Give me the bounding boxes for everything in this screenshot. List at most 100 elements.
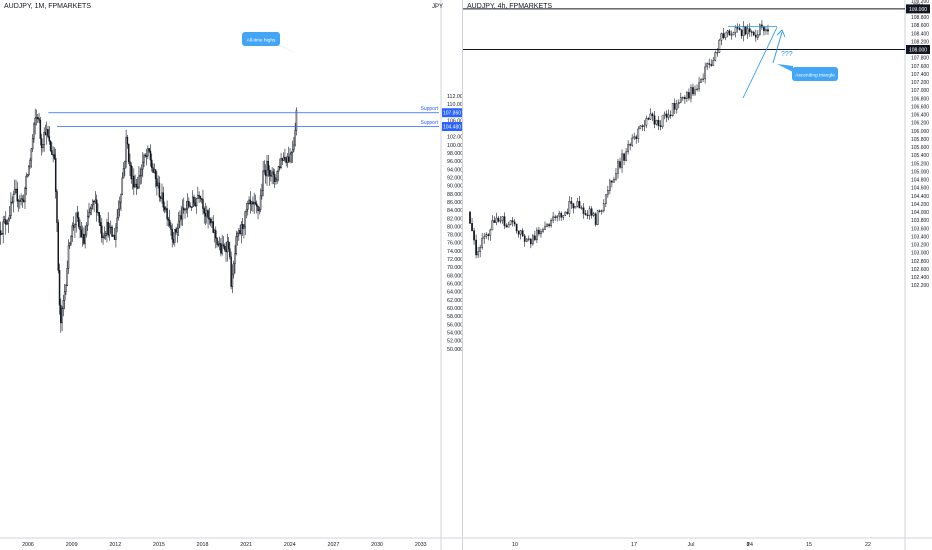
monthly-candle[interactable]	[209, 219, 212, 224]
monthly-candle[interactable]	[5, 219, 7, 225]
four-hour-candle[interactable]	[688, 92, 690, 99]
monthly-candle[interactable]	[193, 196, 195, 203]
four-hour-candle[interactable]	[493, 220, 496, 223]
monthly-candle[interactable]	[13, 189, 16, 195]
four-hour-candle[interactable]	[588, 208, 591, 216]
monthly-candle[interactable]	[211, 221, 213, 224]
monthly-candle[interactable]	[22, 199, 25, 203]
monthly-candle[interactable]	[28, 165, 30, 176]
monthly-candle[interactable]	[42, 144, 44, 149]
four-hour-candle[interactable]	[700, 78, 702, 83]
four-hour-candle[interactable]	[712, 60, 715, 66]
monthly-candle[interactable]	[130, 165, 133, 180]
monthly-candle[interactable]	[279, 166, 281, 168]
monthly-candle[interactable]	[213, 230, 216, 233]
monthly-candle[interactable]	[15, 188, 17, 191]
four-hour-candle[interactable]	[544, 226, 546, 230]
monthly-candle[interactable]	[1, 233, 3, 235]
ascending-triangle-callout[interactable]	[792, 67, 838, 81]
four-hour-candle[interactable]	[560, 212, 563, 218]
four-hour-candle[interactable]	[690, 87, 692, 99]
monthly-candle[interactable]	[171, 229, 173, 240]
four-hour-candle[interactable]	[475, 239, 477, 256]
monthly-candle[interactable]	[136, 186, 139, 189]
monthly-candle[interactable]	[207, 210, 209, 219]
monthly-candle[interactable]	[174, 229, 176, 243]
monthly-candle[interactable]	[282, 156, 285, 161]
monthly-candle[interactable]	[293, 144, 295, 151]
monthly-candle[interactable]	[112, 235, 115, 237]
monthly-candle[interactable]	[107, 222, 109, 236]
monthly-candle[interactable]	[235, 236, 238, 254]
monthly-candle[interactable]	[249, 199, 252, 205]
monthly-candle[interactable]	[57, 222, 60, 271]
monthly-candle[interactable]	[230, 256, 232, 287]
four-hour-candle[interactable]	[487, 234, 490, 236]
monthly-candle[interactable]	[226, 241, 229, 253]
four-hour-candle[interactable]	[527, 238, 530, 240]
monthly-candle[interactable]	[81, 233, 84, 238]
monthly-candle[interactable]	[280, 158, 282, 168]
monthly-candle[interactable]	[184, 209, 186, 211]
monthly-chart-svg[interactable]: 112.000110.000108.000106.000104.000102.0…	[0, 0, 462, 550]
monthly-candle[interactable]	[39, 119, 42, 139]
monthly-candle[interactable]	[248, 199, 250, 204]
four-hour-candle[interactable]	[651, 113, 654, 117]
monthly-candle[interactable]	[30, 148, 33, 161]
four-hour-candle[interactable]	[696, 88, 698, 91]
four-hour-candle[interactable]	[572, 203, 575, 209]
monthly-candle[interactable]	[12, 193, 15, 203]
monthly-candle[interactable]	[108, 226, 111, 236]
four-hour-candle[interactable]	[609, 180, 611, 191]
monthly-candle[interactable]	[206, 210, 208, 217]
monthly-candle[interactable]	[79, 226, 81, 231]
four-hour-candle[interactable]	[724, 32, 727, 39]
monthly-candle[interactable]	[85, 225, 88, 236]
four-hour-candle[interactable]	[734, 27, 737, 33]
four-hour-candle[interactable]	[710, 64, 713, 66]
monthly-candle[interactable]	[144, 154, 147, 157]
monthly-candle[interactable]	[159, 196, 162, 199]
monthly-candle[interactable]	[271, 171, 273, 177]
four-hour-candle[interactable]	[736, 27, 739, 29]
four-hour-candle[interactable]	[763, 26, 765, 32]
monthly-candle[interactable]	[220, 243, 222, 254]
four-hour-candle[interactable]	[759, 24, 761, 35]
four-hour-candle[interactable]	[515, 223, 518, 232]
monthly-candle[interactable]	[131, 175, 134, 180]
four-hour-candle[interactable]	[748, 28, 751, 33]
four-hour-candle[interactable]	[519, 230, 522, 235]
four-hour-candle[interactable]	[752, 31, 755, 36]
monthly-candle[interactable]	[288, 156, 290, 162]
monthly-candle[interactable]	[176, 227, 179, 233]
monthly-candle[interactable]	[273, 174, 276, 182]
monthly-candle[interactable]	[35, 117, 38, 119]
monthly-candle[interactable]	[54, 158, 57, 192]
four-hour-candle[interactable]	[692, 87, 694, 95]
monthly-candle[interactable]	[111, 226, 113, 237]
four-hour-candle[interactable]	[684, 97, 686, 100]
monthly-candle[interactable]	[194, 202, 197, 207]
four-hour-candle[interactable]	[663, 113, 666, 116]
monthly-candle[interactable]	[275, 179, 277, 182]
monthly-candle[interactable]	[270, 175, 272, 177]
monthly-candle[interactable]	[122, 168, 125, 179]
monthly-candle[interactable]	[48, 136, 51, 142]
monthly-candle[interactable]	[44, 131, 47, 136]
monthly-candle[interactable]	[163, 206, 166, 211]
monthly-candle[interactable]	[188, 200, 190, 207]
monthly-candle[interactable]	[199, 195, 202, 199]
monthly-candle[interactable]	[90, 204, 93, 209]
monthly-candle[interactable]	[19, 200, 21, 202]
four-hour-candle[interactable]	[657, 119, 660, 126]
monthly-candle[interactable]	[241, 223, 244, 229]
four-hour-candle[interactable]	[671, 103, 674, 116]
four-hour-candle[interactable]	[558, 212, 561, 217]
four-hour-candle[interactable]	[606, 190, 609, 195]
four-hour-candle[interactable]	[497, 217, 500, 222]
four-hour-candle[interactable]	[525, 238, 528, 242]
monthly-candle[interactable]	[181, 207, 184, 220]
four-hour-candle[interactable]	[479, 247, 482, 252]
monthly-candle[interactable]	[150, 159, 153, 168]
monthly-candle[interactable]	[252, 201, 254, 205]
